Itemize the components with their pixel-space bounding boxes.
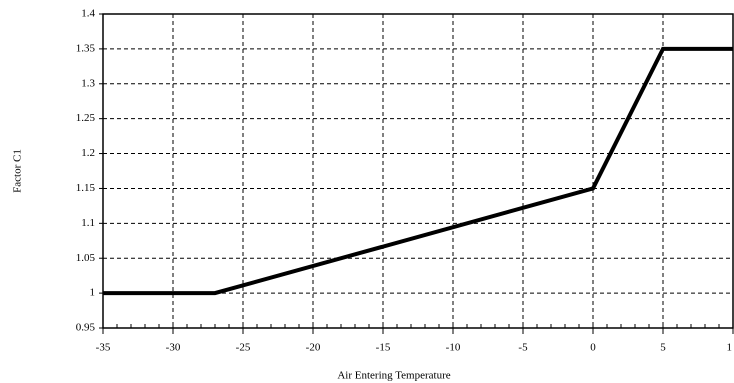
y-tick-label: 0.95 [76, 322, 96, 334]
y-tick-label: 1.05 [76, 252, 96, 264]
y-tick-label: 1.2 [81, 147, 95, 159]
y-tick-label: 1.4 [81, 8, 95, 20]
x-tick-label: -15 [376, 342, 391, 354]
y-tick-label: 1 [90, 287, 96, 299]
x-tick-label: -30 [166, 342, 181, 354]
x-tick-label: -35 [96, 342, 111, 354]
y-tick-label: 1.35 [76, 42, 96, 54]
x-tick-label: 0 [590, 342, 596, 354]
y-axis-label: Factor C1 [12, 149, 24, 193]
x-tick-label: -10 [446, 342, 461, 354]
y-tick-label: 1.1 [81, 217, 95, 229]
plot-frame [102, 13, 734, 329]
x-axis-label: Air Entering Temperature [337, 370, 450, 382]
y-tick-label: 1.25 [76, 112, 96, 124]
x-tick-label: 1 [727, 342, 733, 354]
x-tick-label: -5 [518, 342, 528, 354]
x-tick-label: 5 [660, 342, 666, 354]
x-tick-label: -20 [306, 342, 321, 354]
y-tick-label: 1.3 [81, 77, 95, 89]
y-tick-label: 1.15 [76, 182, 96, 194]
data-line [103, 46, 733, 296]
x-tick-label: -25 [236, 342, 251, 354]
